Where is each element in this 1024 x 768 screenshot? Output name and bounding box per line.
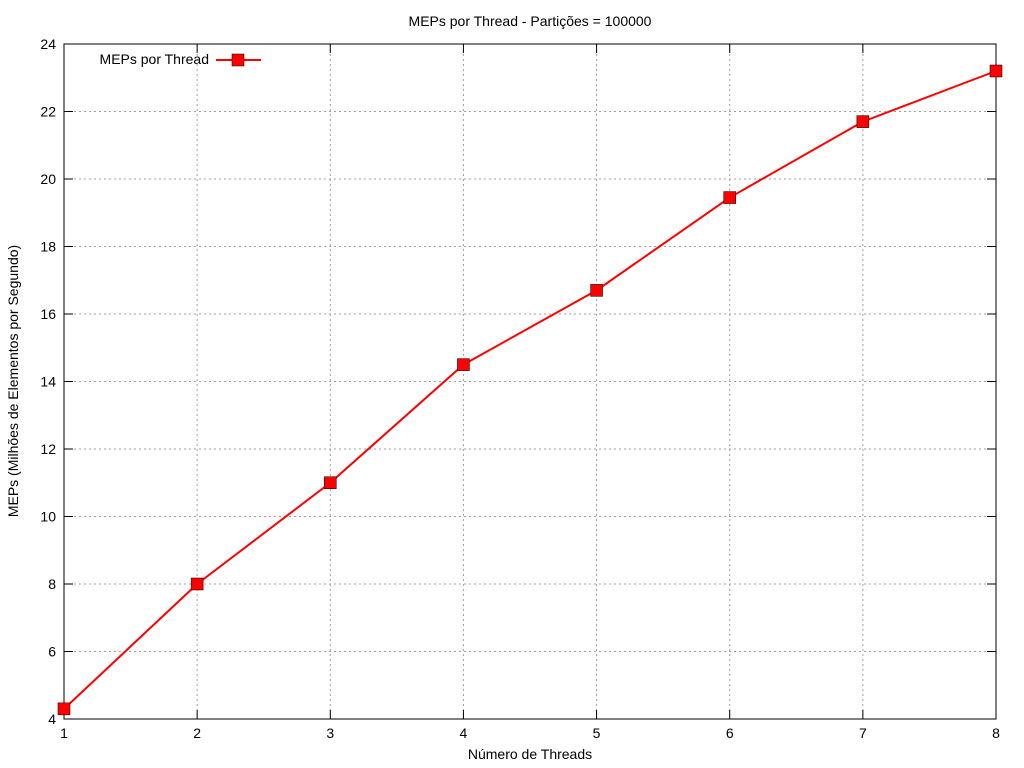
legend: MEPs por Thread [100, 51, 261, 67]
data-point-marker [723, 191, 736, 204]
y-tick-label: 12 [40, 441, 56, 457]
data-point-marker [590, 284, 603, 297]
data-point-marker [856, 115, 870, 128]
y-tick-label: 24 [40, 36, 56, 52]
x-tick-label: 3 [326, 725, 334, 741]
y-axis-title: MEPs (Milhões de Elementos por Segundo) [5, 245, 21, 517]
y-tick-label: 22 [40, 104, 56, 120]
y-tick-label: 10 [40, 509, 56, 525]
x-tick-label: 1 [60, 725, 68, 741]
x-tick-label: 8 [992, 725, 1000, 741]
y-tick-label: 4 [48, 711, 56, 727]
y-tick-label: 6 [48, 644, 56, 660]
data-point-marker [324, 476, 337, 489]
x-tick-label: 7 [859, 725, 867, 741]
y-tick-label: 18 [40, 239, 56, 255]
x-tick-label: 4 [460, 725, 468, 741]
data-point-marker [57, 702, 71, 716]
x-axis-title: Número de Threads [468, 746, 592, 762]
x-tick-label: 5 [593, 725, 601, 741]
legend-label: MEPs por Thread [100, 51, 209, 67]
grid [64, 44, 996, 719]
x-tick-label: 6 [726, 725, 734, 741]
y-tick-label: 8 [48, 576, 56, 592]
x-tick-label: 2 [193, 725, 201, 741]
y-tick-label: 16 [40, 306, 56, 322]
data-point-marker [457, 358, 470, 371]
data-point-marker [190, 577, 204, 591]
y-tick-label: 20 [40, 171, 56, 187]
legend-marker-swatch [231, 53, 245, 67]
series-layer [57, 64, 1003, 716]
data-point-marker [989, 64, 1003, 78]
chart-title: MEPs por Thread - Partições = 100000 [409, 13, 652, 29]
y-tick-label: 14 [40, 374, 56, 390]
series-line [63, 70, 997, 710]
